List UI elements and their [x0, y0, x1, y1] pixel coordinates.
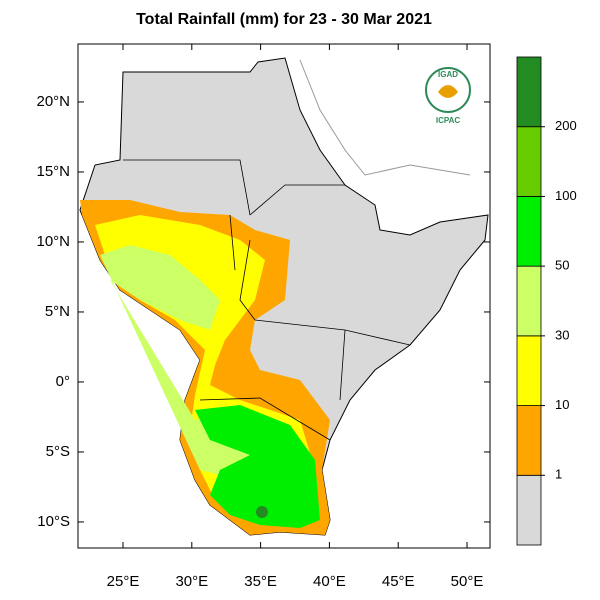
- y-tick-label: 20°N: [36, 93, 70, 110]
- colorbar-bin: [516, 335, 542, 406]
- y-tick-label: 0°: [56, 373, 70, 390]
- logo-top: IGAD: [438, 70, 458, 79]
- map-frame: [77, 43, 491, 549]
- y-tick-label: 10°N: [36, 233, 70, 250]
- y-tick-label: 5°S: [46, 443, 70, 460]
- colorbar-bin: [516, 474, 542, 546]
- y-tick-label: 15°N: [36, 163, 70, 180]
- logo-bottom: ICPAC: [436, 116, 461, 125]
- colorbar-bin: [516, 265, 542, 337]
- rain-darkgreen: [256, 506, 268, 518]
- x-tick-label: 45°E: [382, 573, 415, 590]
- x-tick-label: 40°E: [313, 573, 346, 590]
- colorbar-bin: [516, 196, 542, 267]
- colorbar-bin: [516, 405, 542, 476]
- x-tick-label: 30°E: [175, 573, 208, 590]
- rain-green: [195, 405, 320, 528]
- title: Total Rainfall (mm) for 23 - 30 Mar 2021: [136, 11, 432, 28]
- x-tick-label: 50°E: [451, 573, 484, 590]
- colorbar-label: 100: [555, 188, 577, 203]
- y-tick-label: 5°N: [45, 303, 70, 320]
- colorbar-label: 30: [555, 327, 569, 342]
- x-tick-label: 35°E: [244, 573, 277, 590]
- colorbar-label: 10: [555, 397, 569, 412]
- logo: IGAD ICPAC: [425, 67, 471, 125]
- colorbar-label: 50: [555, 258, 569, 273]
- colorbar-bin: [516, 56, 542, 128]
- colorbar-label: 200: [555, 118, 577, 133]
- map-area: [79, 57, 489, 536]
- y-tick-label: 10°S: [37, 513, 70, 530]
- colorbar-bin: [516, 126, 542, 197]
- borders: [123, 159, 411, 441]
- x-tick-label: 25°E: [107, 573, 140, 590]
- logo-emblem: [438, 85, 458, 98]
- colorbar-label: 1: [555, 467, 562, 482]
